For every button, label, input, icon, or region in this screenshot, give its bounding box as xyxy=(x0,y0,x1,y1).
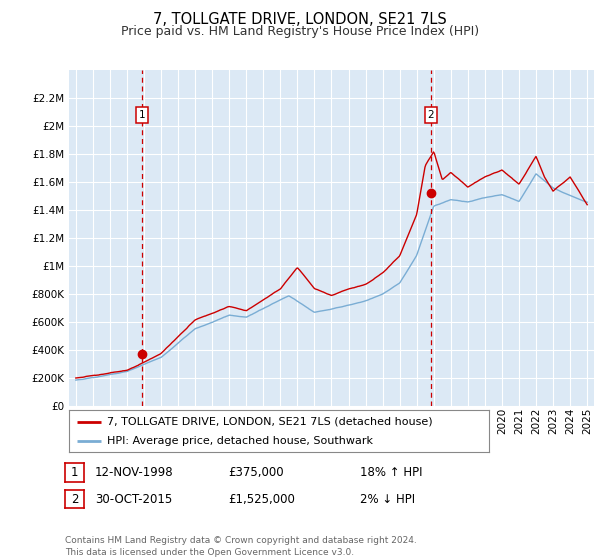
Text: 7, TOLLGATE DRIVE, LONDON, SE21 7LS: 7, TOLLGATE DRIVE, LONDON, SE21 7LS xyxy=(153,12,447,27)
Text: 1: 1 xyxy=(139,110,145,120)
Text: 1: 1 xyxy=(71,466,78,479)
Text: £375,000: £375,000 xyxy=(228,466,284,479)
Text: Price paid vs. HM Land Registry's House Price Index (HPI): Price paid vs. HM Land Registry's House … xyxy=(121,25,479,38)
Text: 2% ↓ HPI: 2% ↓ HPI xyxy=(360,493,415,506)
Text: 2: 2 xyxy=(71,493,78,506)
Text: £1,525,000: £1,525,000 xyxy=(228,493,295,506)
Text: HPI: Average price, detached house, Southwark: HPI: Average price, detached house, Sout… xyxy=(107,436,373,446)
Text: 2: 2 xyxy=(428,110,434,120)
Text: 30-OCT-2015: 30-OCT-2015 xyxy=(95,493,172,506)
Text: 18% ↑ HPI: 18% ↑ HPI xyxy=(360,466,422,479)
Text: Contains HM Land Registry data © Crown copyright and database right 2024.
This d: Contains HM Land Registry data © Crown c… xyxy=(65,536,416,557)
Text: 7, TOLLGATE DRIVE, LONDON, SE21 7LS (detached house): 7, TOLLGATE DRIVE, LONDON, SE21 7LS (det… xyxy=(107,417,433,427)
Text: 12-NOV-1998: 12-NOV-1998 xyxy=(95,466,173,479)
